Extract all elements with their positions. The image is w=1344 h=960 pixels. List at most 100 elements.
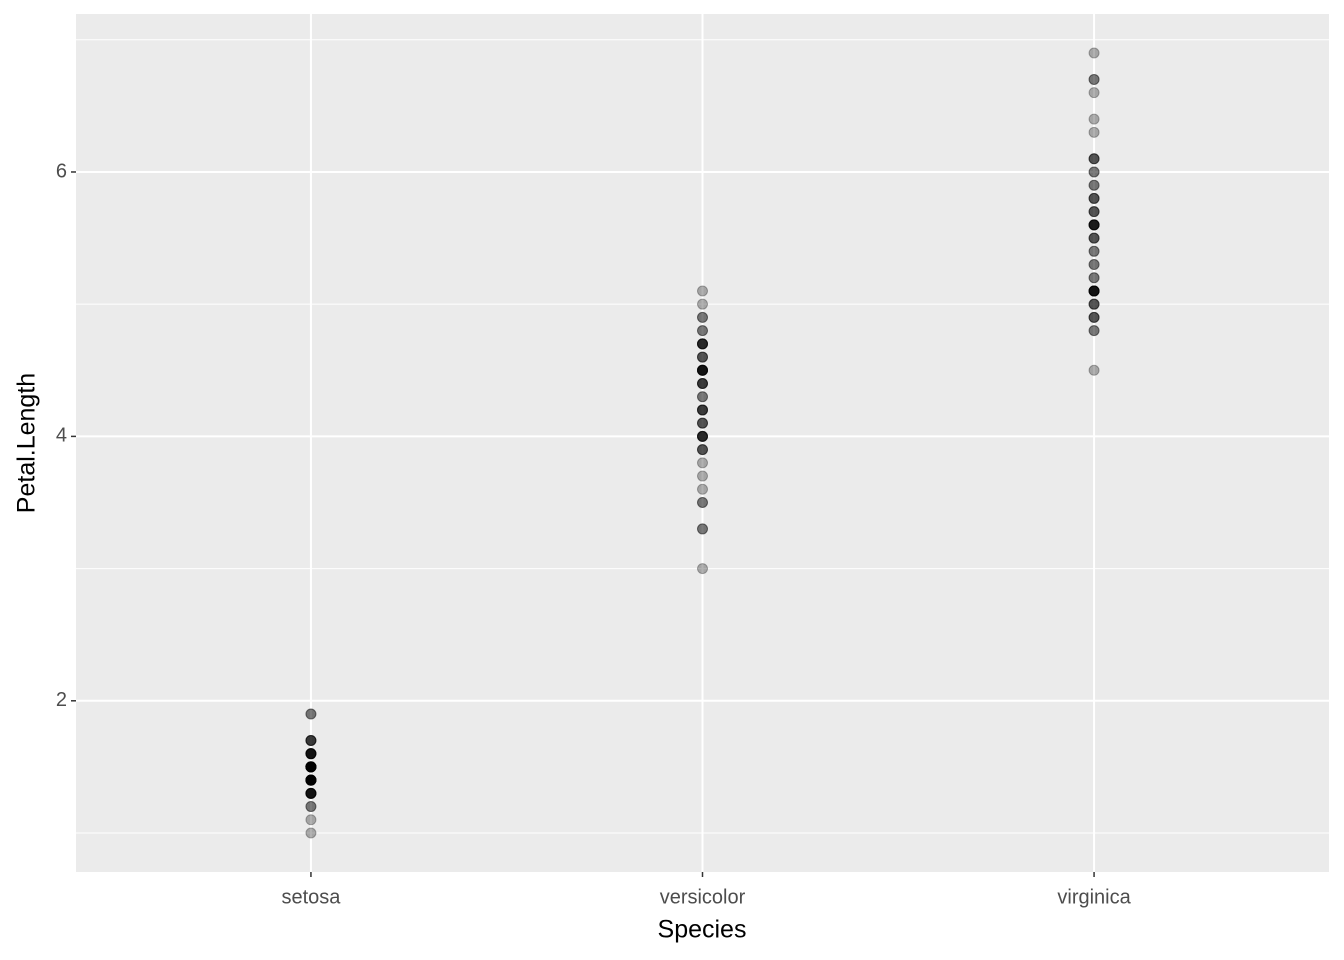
point: [305, 801, 317, 813]
point: [305, 761, 317, 773]
point: [697, 351, 708, 363]
y-tick-label: 4: [56, 425, 67, 447]
point: [697, 391, 708, 403]
point: [697, 378, 708, 390]
y-tick-label: 6: [56, 160, 67, 182]
point: [1088, 245, 1100, 257]
point: [1088, 272, 1100, 284]
point: [697, 444, 708, 456]
point: [697, 430, 708, 442]
point: [1088, 325, 1100, 337]
point: [305, 748, 317, 760]
point: [1088, 298, 1100, 310]
point: [1088, 179, 1100, 191]
point: [305, 827, 317, 839]
point: [305, 774, 317, 786]
point: [697, 430, 708, 442]
point: [1088, 285, 1100, 297]
point: [1088, 285, 1100, 297]
point: [1088, 47, 1100, 59]
point: [1088, 206, 1100, 218]
point: [697, 364, 708, 376]
point: [1088, 166, 1100, 178]
point: [697, 404, 708, 416]
point: [697, 364, 708, 376]
point: [305, 774, 317, 786]
point: [1088, 192, 1100, 204]
point: [697, 338, 708, 350]
point: [697, 364, 708, 376]
point: [305, 814, 317, 826]
point: [305, 787, 317, 799]
x-tick-label: versicolor: [660, 886, 746, 908]
point: [697, 417, 708, 429]
point: [305, 734, 317, 746]
point: [305, 787, 317, 799]
y-axis-title: Petal.Length: [13, 373, 41, 513]
x-tick-label: virginica: [1057, 886, 1131, 908]
point: [305, 774, 317, 786]
point: [1088, 285, 1100, 297]
point: [1088, 219, 1100, 231]
point: [1088, 219, 1100, 231]
x-axis-title: Species: [658, 916, 747, 944]
point: [305, 734, 317, 746]
point: [305, 761, 317, 773]
point: [305, 787, 317, 799]
point: [1088, 364, 1100, 376]
point: [305, 787, 317, 799]
point: [305, 774, 317, 786]
point: [697, 364, 708, 376]
point: [697, 351, 708, 363]
point: [697, 378, 708, 390]
point: [305, 787, 317, 799]
point: [1088, 325, 1100, 337]
point: [1088, 219, 1100, 231]
point: [1088, 73, 1100, 85]
point: [697, 444, 708, 456]
point: [697, 523, 708, 535]
point: [697, 338, 708, 350]
point: [1088, 73, 1100, 85]
point: [697, 298, 708, 310]
point: [305, 708, 317, 720]
point: [305, 774, 317, 786]
point: [305, 748, 317, 760]
point: [305, 774, 317, 786]
point: [1088, 298, 1100, 310]
point: [697, 417, 708, 429]
point: [1088, 219, 1100, 231]
point: [305, 761, 317, 773]
point: [1088, 285, 1100, 297]
point: [1088, 153, 1100, 165]
point: [1088, 311, 1100, 323]
point: [305, 761, 317, 773]
point: [305, 787, 317, 799]
point: [305, 774, 317, 786]
point: [305, 708, 317, 720]
point: [305, 748, 317, 760]
point: [305, 761, 317, 773]
point: [697, 285, 708, 297]
point: [697, 325, 708, 337]
point: [305, 761, 317, 773]
point: [697, 430, 708, 442]
point: [697, 483, 708, 495]
point: [305, 787, 317, 799]
point: [305, 748, 317, 760]
point: [697, 404, 708, 416]
point: [697, 378, 708, 390]
point: [697, 430, 708, 442]
point: [1088, 259, 1100, 271]
point: [1088, 113, 1100, 125]
point: [1088, 206, 1100, 218]
point: [697, 404, 708, 416]
point: [1088, 153, 1100, 165]
point: [697, 404, 708, 416]
point: [1088, 206, 1100, 218]
point: [305, 761, 317, 773]
point: [697, 364, 708, 376]
y-tick-label: 2: [56, 689, 67, 711]
point: [697, 391, 708, 403]
